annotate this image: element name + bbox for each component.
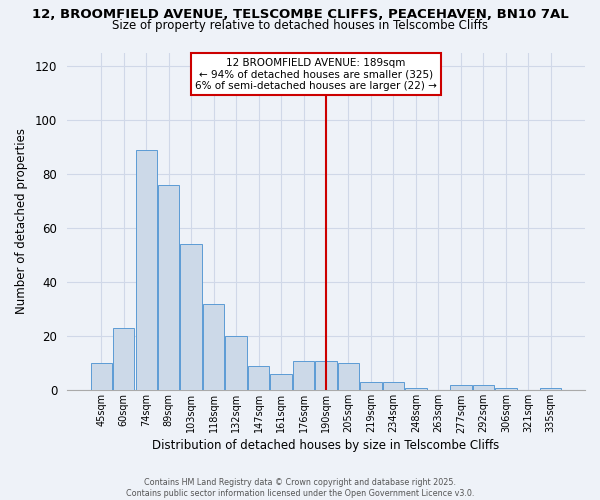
Bar: [360, 382, 382, 390]
Bar: [271, 374, 292, 390]
Bar: [158, 185, 179, 390]
Bar: [293, 360, 314, 390]
Bar: [91, 364, 112, 390]
Bar: [540, 388, 562, 390]
Y-axis label: Number of detached properties: Number of detached properties: [15, 128, 28, 314]
Bar: [338, 364, 359, 390]
Text: 12 BROOMFIELD AVENUE: 189sqm
← 94% of detached houses are smaller (325)
6% of se: 12 BROOMFIELD AVENUE: 189sqm ← 94% of de…: [195, 58, 437, 91]
Text: 12, BROOMFIELD AVENUE, TELSCOMBE CLIFFS, PEACEHAVEN, BN10 7AL: 12, BROOMFIELD AVENUE, TELSCOMBE CLIFFS,…: [32, 8, 568, 20]
Bar: [181, 244, 202, 390]
Bar: [383, 382, 404, 390]
Bar: [405, 388, 427, 390]
Bar: [450, 385, 472, 390]
Bar: [226, 336, 247, 390]
Bar: [136, 150, 157, 390]
Bar: [203, 304, 224, 390]
X-axis label: Distribution of detached houses by size in Telscombe Cliffs: Distribution of detached houses by size …: [152, 440, 500, 452]
Bar: [113, 328, 134, 390]
Text: Size of property relative to detached houses in Telscombe Cliffs: Size of property relative to detached ho…: [112, 18, 488, 32]
Bar: [316, 360, 337, 390]
Bar: [495, 388, 517, 390]
Bar: [473, 385, 494, 390]
Bar: [248, 366, 269, 390]
Text: Contains HM Land Registry data © Crown copyright and database right 2025.
Contai: Contains HM Land Registry data © Crown c…: [126, 478, 474, 498]
